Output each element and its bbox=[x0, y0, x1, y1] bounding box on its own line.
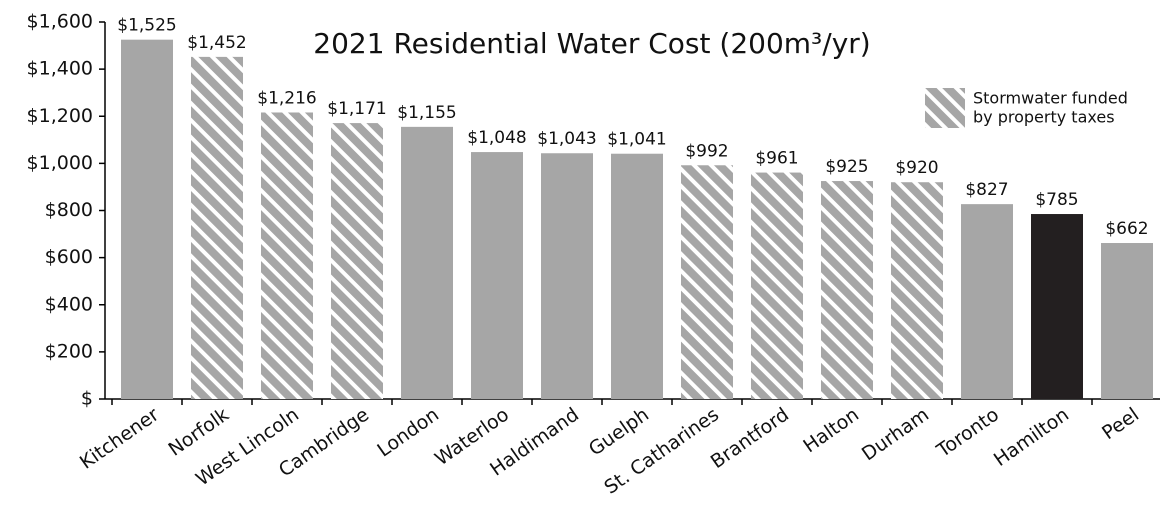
x-tick-label: Hamilton bbox=[990, 404, 1073, 471]
x-tick-label: Durham bbox=[858, 404, 933, 466]
bar bbox=[121, 39, 173, 399]
value-label: $925 bbox=[825, 157, 868, 177]
y-tick-label: $1,400 bbox=[27, 58, 93, 80]
bar bbox=[821, 181, 873, 399]
legend-swatch bbox=[925, 88, 965, 128]
value-label: $920 bbox=[895, 158, 938, 178]
legend-label: by property taxes bbox=[973, 108, 1115, 127]
x-tick-label: Kitchener bbox=[76, 403, 163, 473]
x-tick-label: Peel bbox=[1098, 404, 1143, 445]
value-label: $1,048 bbox=[467, 128, 526, 148]
value-label: $1,216 bbox=[257, 88, 316, 108]
value-label: $992 bbox=[685, 141, 728, 161]
bar bbox=[471, 152, 523, 399]
y-tick-label: $1,600 bbox=[27, 11, 93, 33]
value-label: $1,041 bbox=[607, 130, 666, 150]
value-label: $1,171 bbox=[327, 99, 386, 119]
value-label: $1,525 bbox=[117, 16, 176, 36]
bar bbox=[961, 204, 1013, 399]
y-tick-label: $400 bbox=[45, 293, 93, 315]
value-label: $961 bbox=[755, 149, 798, 169]
value-label: $1,043 bbox=[537, 129, 596, 149]
bar bbox=[1031, 214, 1083, 399]
bar bbox=[261, 112, 313, 399]
value-label: $785 bbox=[1035, 190, 1078, 210]
bar bbox=[891, 182, 943, 399]
bar bbox=[541, 153, 593, 399]
value-label: $1,452 bbox=[187, 33, 246, 53]
y-tick-label: $800 bbox=[45, 199, 93, 221]
bar bbox=[681, 165, 733, 399]
chart-title: 2021 Residential Water Cost (200m³/yr) bbox=[313, 27, 870, 60]
bar bbox=[191, 56, 243, 400]
y-tick-label: $1,200 bbox=[27, 105, 93, 127]
x-tick-label: Brantford bbox=[707, 404, 793, 474]
y-tick-label: $ bbox=[81, 388, 93, 410]
value-label: $662 bbox=[1105, 219, 1148, 239]
x-tick-label: Halton bbox=[799, 404, 863, 458]
y-tick-label: $1,000 bbox=[27, 152, 93, 174]
bar bbox=[401, 126, 453, 400]
bar bbox=[1101, 243, 1153, 399]
y-tick-label: $600 bbox=[45, 246, 93, 268]
bar bbox=[751, 172, 803, 399]
y-tick-label: $200 bbox=[45, 340, 93, 362]
legend-label: Stormwater funded bbox=[973, 89, 1128, 108]
bar bbox=[611, 153, 663, 399]
value-label: $1,155 bbox=[397, 103, 456, 123]
value-label: $827 bbox=[965, 180, 1008, 200]
bar bbox=[331, 123, 383, 399]
